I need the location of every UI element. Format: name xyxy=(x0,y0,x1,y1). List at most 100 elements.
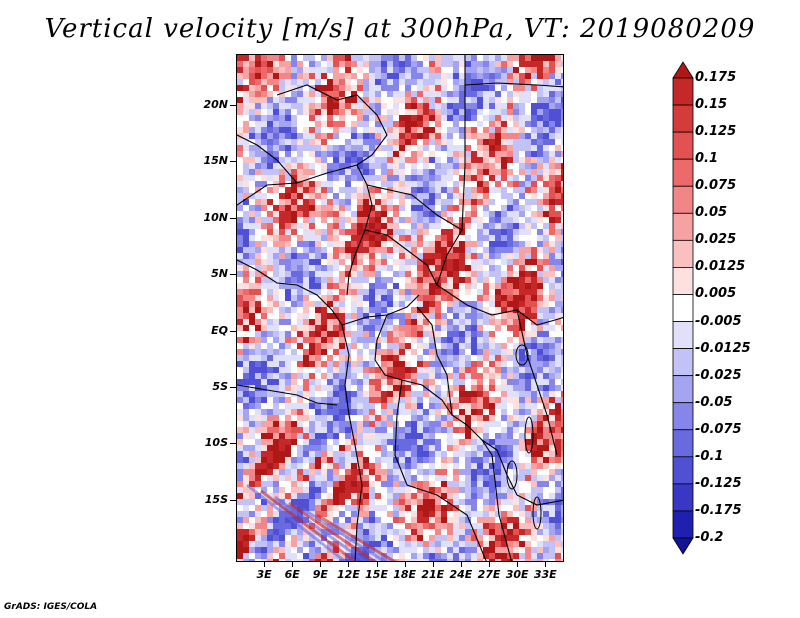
country-border xyxy=(341,324,363,561)
colorbar-label: -0.1 xyxy=(695,448,724,464)
lake-outline xyxy=(506,460,518,490)
lat-tick xyxy=(230,443,236,445)
lat-label: 15N xyxy=(203,154,228,168)
country-border xyxy=(374,314,403,381)
lon-label: 12E xyxy=(337,568,360,581)
colorbar-label: -0.025 xyxy=(695,367,742,383)
country-border xyxy=(237,384,338,406)
velocity-streak xyxy=(246,483,347,561)
colorbar-box xyxy=(672,429,694,458)
country-border xyxy=(237,164,373,231)
country-border xyxy=(481,439,563,506)
lon-tick xyxy=(460,562,462,567)
lon-tick xyxy=(376,562,378,567)
lon-tick xyxy=(264,562,266,567)
colorbar-box xyxy=(672,510,694,539)
lon-label: 18E xyxy=(393,568,417,581)
country-border xyxy=(491,454,513,561)
lon-tick xyxy=(404,562,406,567)
colorbar-label: -0.005 xyxy=(695,313,742,329)
lon-label: 6E xyxy=(284,568,300,581)
lon-label: 3E xyxy=(256,568,272,581)
country-border xyxy=(464,82,563,88)
colorbar-box xyxy=(672,158,694,187)
colorbar-box xyxy=(672,212,694,241)
lat-label: EQ xyxy=(211,323,228,337)
lake-outline xyxy=(515,344,529,366)
colorbar-label: 0.05 xyxy=(695,205,728,221)
colorbar-box xyxy=(672,267,694,295)
country-border xyxy=(394,379,487,561)
colorbar-box xyxy=(672,402,694,431)
colorbar-label: -0.0125 xyxy=(695,340,751,356)
velocity-streak xyxy=(302,507,387,561)
lake-outline xyxy=(524,416,534,454)
colorbar-label: 0.15 xyxy=(695,97,728,113)
colorbar-box xyxy=(672,104,694,133)
country-border xyxy=(516,309,558,456)
colorbar-box xyxy=(672,483,694,512)
colorbar-box xyxy=(672,131,694,160)
velocity-streak xyxy=(288,501,377,561)
country-border xyxy=(364,229,468,306)
lon-tick xyxy=(292,562,294,567)
lon-tick xyxy=(348,562,350,567)
colorbar-label: 0.175 xyxy=(695,70,737,85)
colorbar-label: -0.075 xyxy=(695,421,742,437)
lat-label: 5S xyxy=(212,380,228,394)
country-border xyxy=(237,259,343,326)
velocity-streak xyxy=(316,513,397,561)
lake-outline xyxy=(532,496,542,530)
grads-credit: GrADS: IGES/COLA xyxy=(4,602,98,612)
lon-label: 15E xyxy=(365,568,388,581)
colorbar-label: -0.175 xyxy=(695,502,742,518)
lon-tick xyxy=(517,562,519,567)
lat-tick xyxy=(230,104,236,106)
map-title: Vertical velocity [m/s] at 300hPa, VT: 2… xyxy=(44,14,756,44)
colorbar xyxy=(672,61,694,555)
lat-tick xyxy=(230,387,236,389)
velocity-streak xyxy=(274,495,367,561)
colorbar-box xyxy=(672,185,694,214)
colorbar-box xyxy=(672,77,694,106)
colorbar-box xyxy=(672,239,694,268)
colorbar-label: 0.0125 xyxy=(695,259,746,275)
colorbar-label: -0.125 xyxy=(695,475,742,491)
colorbar-box xyxy=(672,456,694,485)
colorbar-box xyxy=(672,294,694,322)
lat-label: 20N xyxy=(203,97,228,111)
colorbar-box xyxy=(672,375,694,404)
colorbar-label: -0.2 xyxy=(695,530,724,545)
country-border xyxy=(276,84,388,166)
lat-label: 10S xyxy=(204,436,228,450)
lat-label: 15S xyxy=(204,492,228,506)
country-border xyxy=(466,304,563,326)
colorbar-label: 0.025 xyxy=(695,232,737,248)
colorbar-label: -0.05 xyxy=(695,394,733,410)
lon-tick xyxy=(489,562,491,567)
lat-tick xyxy=(230,330,236,332)
lon-label: 21E xyxy=(421,568,445,581)
lat-label: 5N xyxy=(211,267,228,281)
country-border xyxy=(366,55,466,231)
colorbar-label: 0.125 xyxy=(695,124,737,140)
country-border xyxy=(416,306,453,416)
colorbar-box xyxy=(672,321,694,349)
lon-label: 27E xyxy=(477,568,501,581)
lon-label: 24E xyxy=(449,568,473,581)
lat-tick xyxy=(230,161,236,163)
country-border xyxy=(237,134,298,184)
lat-label: 10N xyxy=(203,210,228,224)
lon-tick xyxy=(320,562,322,567)
lat-tick xyxy=(230,217,236,219)
colorbar-max-triangle xyxy=(672,61,694,79)
colorbar-min-triangle xyxy=(672,537,694,555)
colorbar-label: 0.1 xyxy=(695,151,719,167)
lon-label: 33E xyxy=(533,568,557,581)
lat-tick xyxy=(230,274,236,276)
velocity-streak xyxy=(260,489,357,561)
colorbar-box xyxy=(672,348,694,377)
country-border xyxy=(346,229,366,296)
lon-label: 30E xyxy=(505,568,529,581)
colorbar-label: 0.005 xyxy=(695,286,737,302)
